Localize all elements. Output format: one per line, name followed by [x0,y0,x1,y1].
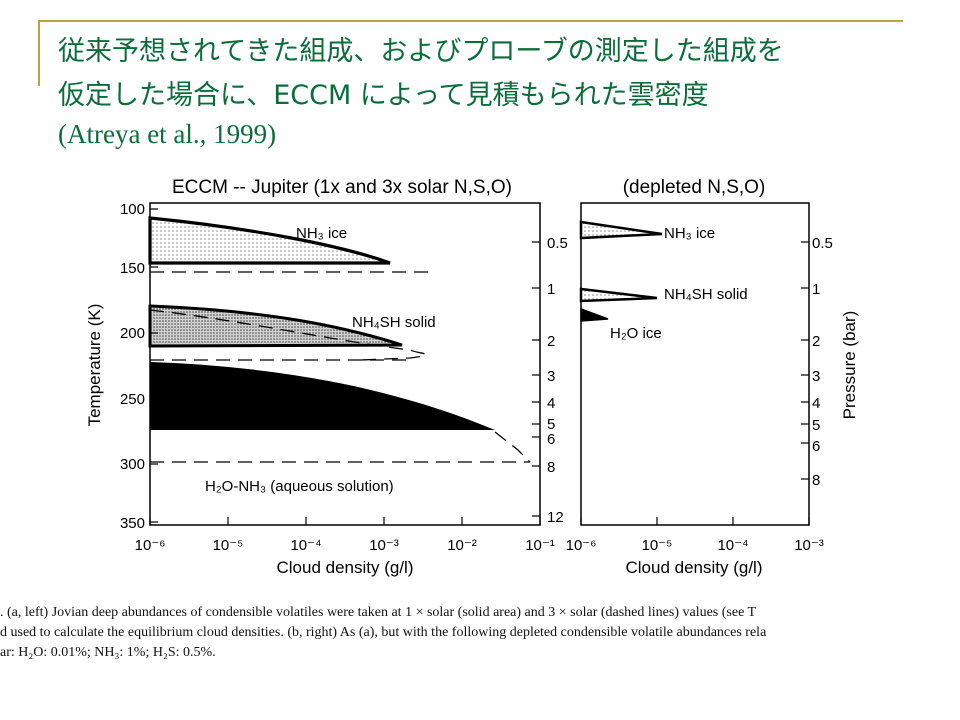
y-tick-label: 300 [120,456,145,473]
y-tick-label: 250 [120,391,145,408]
x-tick-label: 10⁻⁶ [566,537,597,554]
pressure-tick-label: 6 [812,438,820,455]
pressure-tick-label: 1 [547,281,555,298]
pressure-tick-label: 5 [812,417,820,434]
x-tick-label: 10⁻² [447,537,477,554]
pressure-tick-label: 8 [547,459,555,476]
x-tick-label: 10⁻³ [369,537,399,554]
series-label-nh4sh-solid: NH₄SH solid [352,314,436,331]
pressure-tick-label: 3 [547,368,555,385]
aqueous-solution-area [150,362,495,430]
chart-a-x-axis-label: Cloud density (g/l) [276,558,413,577]
pressure-tick-label: 6 [547,431,555,448]
nh4sh-solid-area [148,304,403,348]
pressure-tick-label: 5 [547,416,555,433]
caption-line-2: d used to calculate the equilibrium clou… [0,625,767,640]
chart-a-y2-ticks [532,241,540,517]
chart-b-x-ticks [580,517,810,525]
chart-a-y-ticks [150,208,158,523]
x-tick-label: 10⁻⁶ [135,537,166,554]
depleted-nh4sh-solid-area [579,287,658,303]
chart-b-x-axis-label: Cloud density (g/l) [625,558,762,577]
chart-a-title: ECCM -- Jupiter (1x and 3x solar N,S,O) [172,177,512,198]
aqueous-3x-dashed-extension [494,431,531,463]
y-tick-label: 350 [120,515,145,532]
depleted-nh3-ice-area [579,220,663,240]
series-label-aqueous-solution: H₂O-NH₃ (aqueous solution) [205,478,394,495]
x-tick-label: 10⁻⁵ [642,537,673,554]
chart-b-frame [580,202,810,526]
y-tick-label: 150 [120,260,145,277]
slide-title-line-1: 従来予想されてきた組成、およびプローブの測定した組成を [58,36,784,67]
chart-b: (depleted N,S,O) 10⁻⁶ 10⁻⁵ 10⁻⁴ 10⁻³ 0.5… [566,177,859,577]
pressure-tick-label: 4 [547,395,555,412]
chart-a: ECCM -- Jupiter (1x and 3x solar N,S,O) … [85,177,568,577]
chart-a-y-axis-label: Temperature (K) [85,304,104,427]
pressure-tick-label: 0.5 [547,235,568,252]
pressure-tick-label: 8 [812,472,820,489]
pressure-tick-label: 2 [547,333,555,350]
x-tick-label: 10⁻⁵ [213,537,244,554]
chart-b-y2-ticks [801,241,809,480]
series-label-depleted-nh3-ice: NH₃ ice [664,225,715,242]
x-tick-label: 10⁻³ [794,537,824,554]
caption-line-3: ar: H₂O: 0.01%; NH₃: 1%; H₂S: 0.5%. [0,645,216,660]
cloud-density-figure: ECCM -- Jupiter (1x and 3x solar N,S,O) … [85,177,859,577]
chart-a-frame [149,202,541,526]
pressure-tick-label: 1 [812,281,820,298]
figure-caption: . (a, left) Jovian deep abundances of co… [0,603,960,663]
x-tick-label: 10⁻¹ [525,537,555,554]
caption-line-1: . (a, left) Jovian deep abundances of co… [0,605,757,620]
pressure-tick-label: 12 [547,509,564,526]
y-tick-label: 100 [120,201,145,218]
depleted-h2o-ice-area [580,307,609,322]
x-tick-label: 10⁻⁴ [717,537,748,554]
pressure-tick-label: 4 [812,395,820,412]
pressure-tick-label: 2 [812,333,820,350]
citation: (Atreya et al., 1999) [58,119,277,149]
series-label-depleted-h2o-ice: H₂O ice [610,325,662,342]
slide-title-line-2: 仮定した場合に、ECCM によって見積もられた雲密度 [58,80,709,111]
x-tick-label: 10⁻⁴ [290,537,321,554]
pressure-tick-label: 3 [812,368,820,385]
chart-a-x-ticks [149,517,541,525]
y-tick-label: 200 [120,325,145,342]
chart-b-title: (depleted N,S,O) [623,177,766,198]
chart-b-y2-axis-label: Pressure (bar) [840,311,859,420]
nh3-ice-area [148,216,391,265]
series-label-depleted-nh4sh-solid: NH₄SH solid [664,286,748,303]
pressure-tick-label: 0.5 [812,235,833,252]
slide-rule-vertical [38,20,40,86]
series-label-nh3-ice: NH₃ ice [296,225,347,242]
slide-rule-horizontal [38,20,903,22]
